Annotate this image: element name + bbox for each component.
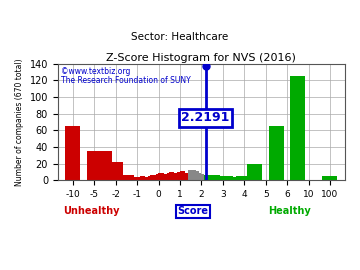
Bar bbox=[129, 178, 134, 180]
Bar bbox=[225, 176, 231, 180]
Bar bbox=[201, 174, 207, 180]
Bar bbox=[291, 76, 305, 180]
Bar bbox=[242, 176, 247, 180]
Text: Score: Score bbox=[177, 206, 208, 216]
Title: Z-Score Histogram for NVS (2016): Z-Score Histogram for NVS (2016) bbox=[107, 53, 296, 63]
Bar bbox=[148, 176, 153, 180]
Text: Sector: Healthcare: Sector: Healthcare bbox=[131, 32, 229, 42]
Bar bbox=[204, 174, 210, 180]
Bar bbox=[188, 170, 193, 180]
Bar bbox=[140, 176, 145, 180]
Y-axis label: Number of companies (670 total): Number of companies (670 total) bbox=[15, 58, 24, 186]
Bar bbox=[156, 174, 161, 180]
Bar bbox=[233, 177, 239, 180]
Bar bbox=[269, 126, 284, 180]
Bar bbox=[199, 174, 204, 180]
Bar bbox=[142, 177, 148, 180]
Bar bbox=[239, 177, 244, 180]
Bar bbox=[210, 175, 215, 180]
Bar bbox=[108, 162, 123, 180]
Bar bbox=[150, 174, 156, 180]
Bar bbox=[180, 171, 185, 180]
Bar bbox=[119, 175, 134, 180]
Text: The Research Foundation of SUNY: The Research Foundation of SUNY bbox=[60, 76, 190, 85]
Bar bbox=[161, 174, 167, 180]
Bar bbox=[196, 173, 201, 180]
Bar bbox=[220, 176, 225, 180]
Bar bbox=[183, 173, 188, 180]
Text: Unhealthy: Unhealthy bbox=[63, 206, 119, 216]
Bar bbox=[212, 176, 217, 180]
Bar bbox=[244, 177, 249, 180]
Bar bbox=[223, 177, 228, 180]
Bar bbox=[231, 177, 236, 180]
Bar bbox=[137, 179, 142, 180]
Bar bbox=[65, 126, 80, 180]
Bar bbox=[236, 176, 242, 180]
Bar bbox=[169, 172, 175, 180]
Bar bbox=[190, 170, 196, 180]
Bar bbox=[158, 173, 164, 180]
Bar bbox=[323, 176, 337, 180]
Bar bbox=[185, 174, 190, 180]
Bar bbox=[177, 172, 183, 180]
Bar bbox=[145, 177, 150, 180]
Bar bbox=[217, 176, 223, 180]
Text: Healthy: Healthy bbox=[269, 206, 311, 216]
Bar bbox=[193, 171, 199, 180]
Bar bbox=[164, 174, 169, 180]
Bar bbox=[167, 173, 172, 180]
Bar bbox=[175, 174, 180, 180]
Bar bbox=[153, 175, 158, 180]
Bar bbox=[247, 164, 262, 180]
Bar bbox=[134, 177, 140, 180]
Bar bbox=[215, 175, 220, 180]
Bar bbox=[207, 175, 212, 180]
Bar bbox=[87, 151, 102, 180]
Bar bbox=[228, 176, 233, 180]
Bar bbox=[172, 173, 177, 180]
Text: ©www.textbiz.org: ©www.textbiz.org bbox=[60, 67, 130, 76]
Text: 2.2191: 2.2191 bbox=[181, 111, 230, 124]
Bar bbox=[98, 151, 112, 180]
